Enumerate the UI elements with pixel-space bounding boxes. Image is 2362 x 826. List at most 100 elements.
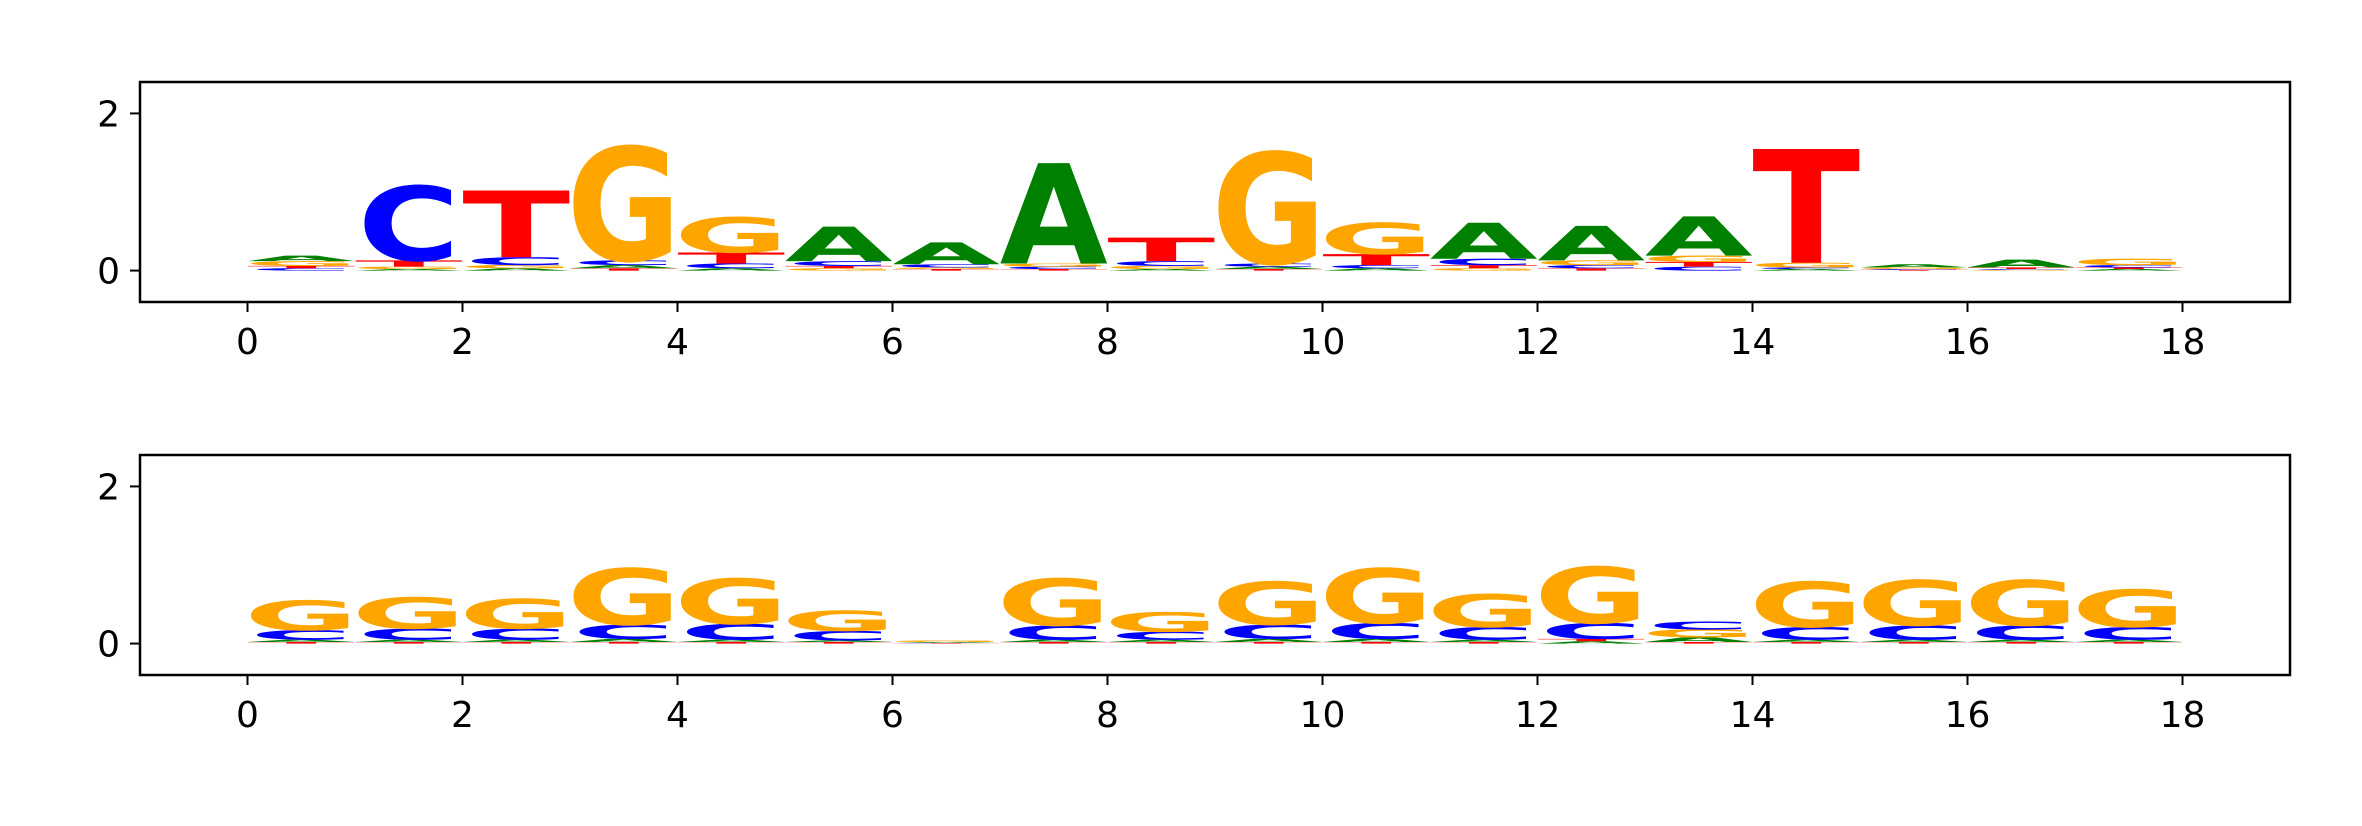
logo-letter-A-1-0: A xyxy=(247,254,356,263)
logo-letter-T-2-1: T xyxy=(355,642,463,645)
logo-letter-G-2-13: G xyxy=(1641,627,1756,640)
logo-letter-G-1-5: G xyxy=(781,268,896,272)
logo-letter-G-1-1: G xyxy=(351,266,466,270)
logo-letter-A-2-12: A xyxy=(1537,641,1645,645)
logo-letter-T-2-6: T xyxy=(892,643,1000,644)
logo-letter-A-1-9: A xyxy=(1215,266,1323,270)
logo-letter-A-1-6: A xyxy=(892,236,1000,271)
logo-letter-A-1-2: A xyxy=(462,268,570,272)
logo-letter-G-1-16: G xyxy=(1964,270,2079,271)
logo-letter-A-1-5: A xyxy=(785,217,893,272)
logo-letter-C-1-12: C xyxy=(1540,264,1642,269)
logo-letter-G-1-6: G xyxy=(889,267,1004,270)
logo-letter-A-1-1: A xyxy=(355,269,463,272)
logo-letter-A-1-4: A xyxy=(677,268,785,272)
logo-letter-C-2-11: C xyxy=(1433,624,1535,644)
logo-letter-G-2-17: G xyxy=(2071,579,2186,639)
logo-letter-C-2-5: C xyxy=(788,629,890,644)
logo-letter-T-2-14: T xyxy=(1752,642,1860,645)
logo-letter-T-2-0: T xyxy=(247,642,355,645)
x-tick-label: 8 xyxy=(1096,322,1119,363)
logo-letter-A-2-10: A xyxy=(1322,638,1430,643)
x-tick-label: 2 xyxy=(451,695,474,736)
logo-letter-C-2-12: C xyxy=(1540,619,1642,644)
logo-letter-C-1-15: C xyxy=(1863,269,1965,270)
logo-letter-A-2-0: A xyxy=(247,639,355,643)
x-tick-label: 12 xyxy=(1515,322,1561,363)
logo-letter-T-2-8: T xyxy=(1107,642,1215,645)
logo-letter-G-2-0: G xyxy=(244,593,359,640)
logo-letter-G-1-3: G xyxy=(566,116,681,297)
logo-letter-G-2-1: G xyxy=(351,589,466,639)
logo-letter-G-1-7: G xyxy=(996,263,1111,268)
logo-letter-A-2-4: A xyxy=(677,639,785,643)
logo-letter-A-1-10: A xyxy=(1322,268,1430,272)
logo-letter-G-2-4: G xyxy=(674,566,789,639)
logo-letter-T-2-10: T xyxy=(1322,642,1430,645)
logo-letter-A-2-17: A xyxy=(2075,639,2183,643)
logo-letter-T-2-15: T xyxy=(1860,642,1968,645)
logo-letter-T-2-16: T xyxy=(1967,642,2075,645)
logo-letter-A-2-15: A xyxy=(1860,639,1968,643)
logo-letter-T-1-1: T xyxy=(355,259,463,269)
logo-letter-C-1-13: C xyxy=(1648,266,1750,272)
x-tick-label: 4 xyxy=(666,695,689,736)
logo-letter-T-2-4: T xyxy=(677,642,785,645)
logo-letter-G-1-17: G xyxy=(2071,257,2186,267)
logo-letter-A-1-14: A xyxy=(1752,269,1860,272)
y-tick-label: 0 xyxy=(97,625,120,666)
logo-letter-T-1-6: T xyxy=(892,269,1000,272)
x-tick-label: 10 xyxy=(1300,695,1346,736)
logo-letter-C-2-14: C xyxy=(1755,624,1857,644)
x-tick-label: 6 xyxy=(881,322,904,363)
x-tick-label: 10 xyxy=(1300,322,1346,363)
logo-letter-T-1-8: T xyxy=(1107,231,1215,269)
x-tick-label: 8 xyxy=(1096,695,1119,736)
logo-letter-G-2-8: G xyxy=(1104,607,1219,638)
logo-letter-G-1-2: G xyxy=(459,264,574,269)
logo-letter-G-1-12: G xyxy=(1534,259,1649,267)
logo-letter-T-1-15: T xyxy=(1860,270,1968,271)
logo-letter-T-2-2: T xyxy=(462,642,570,645)
logo-letter-G-2-3: G xyxy=(566,553,681,644)
logo-letter-G-1-13: G xyxy=(1641,254,1756,264)
logo-letter-G-1-14: G xyxy=(1749,261,1864,269)
logo-letter-T-2-17: T xyxy=(2075,642,2183,645)
logo-letter-T-2-5: T xyxy=(785,642,893,645)
logo-letter-T-2-7: T xyxy=(1000,642,1108,645)
logo-letter-G-2-15: G xyxy=(1856,568,1971,641)
logo-letter-A-2-14: A xyxy=(1752,639,1860,643)
y-tick-label: 0 xyxy=(97,252,120,293)
logo-letter-T-1-0: T xyxy=(247,265,355,269)
logo-letter-C-1-5: C xyxy=(788,260,890,268)
logo-letter-C-2-13: C xyxy=(1648,620,1750,633)
logo-letter-T-1-11: T xyxy=(1430,264,1538,269)
letter-stacks: TACGTACGTACGTACGTACGTACGTCAGTACGTACGTACG… xyxy=(244,551,2186,645)
logo-letter-T-2-3: T xyxy=(570,642,678,645)
logo-letter-C-1-11: C xyxy=(1433,257,1535,267)
logo-letter-T-1-13: T xyxy=(1645,261,1753,269)
x-tick-label: 16 xyxy=(1945,695,1991,736)
logo-letter-A-2-16: A xyxy=(1967,639,2075,643)
logo-letter-C-2-16: C xyxy=(1970,622,2072,645)
logo-letter-C-2-3: C xyxy=(573,621,675,644)
logo-letter-T-1-2: T xyxy=(462,173,570,279)
logo-letter-G-2-7: G xyxy=(996,566,1111,641)
logo-letter-A-2-6: A xyxy=(892,642,1000,643)
logo-letter-G-2-11: G xyxy=(1426,586,1541,638)
logo-letter-C-1-2: C xyxy=(465,255,567,268)
x-tick-label: 16 xyxy=(1945,322,1991,363)
logo-letter-C-1-6: C xyxy=(895,263,997,268)
logo-letter-T-1-17: T xyxy=(2075,267,2183,270)
logo-letter-G-1-15: G xyxy=(1856,267,1971,270)
logo-letter-C-1-9: C xyxy=(1218,263,1320,268)
logo-letter-A-1-7: A xyxy=(1000,135,1108,296)
logo-panel-2: TACGTACGTACGTACGTACGTACGTCAGTACGTACGTACG… xyxy=(97,453,2292,736)
logo-letter-A-1-11: A xyxy=(1430,213,1538,271)
logo-letter-G-1-4: G xyxy=(674,208,789,265)
logo-letter-G-2-10: G xyxy=(1319,554,1434,641)
axes-frame xyxy=(138,80,2292,304)
logo-letter-C-2-0: C xyxy=(250,628,352,643)
